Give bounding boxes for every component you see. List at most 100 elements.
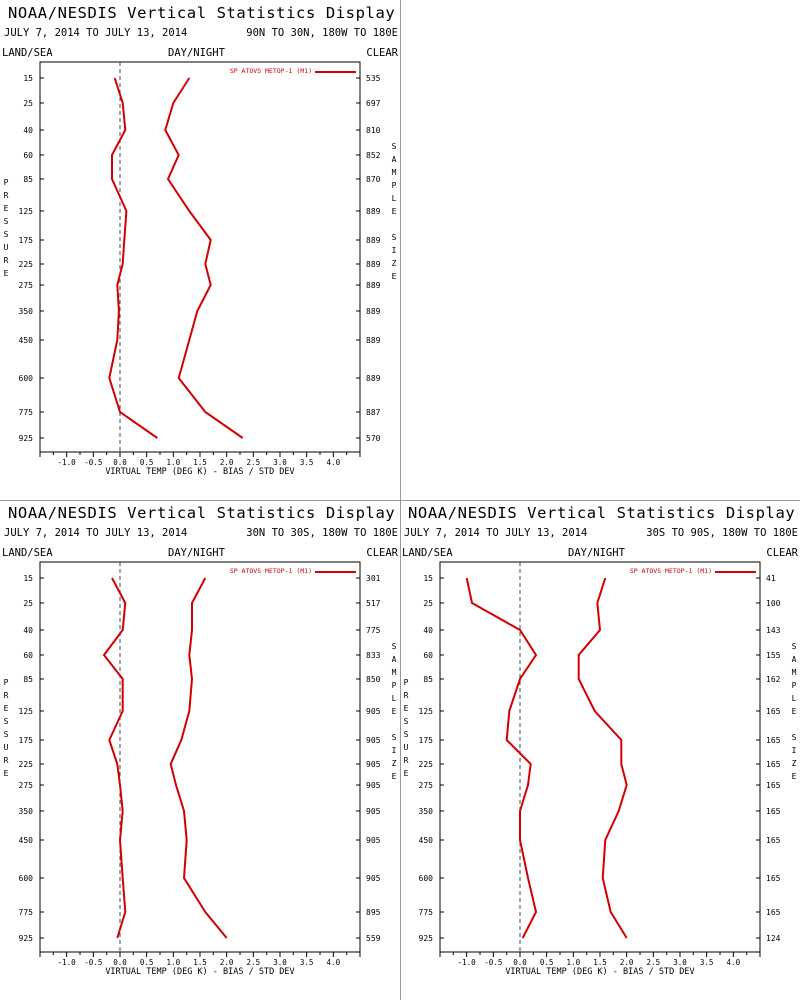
x-axis-label: VIRTUAL TEMP (DEG K) - BIAS / STD DEV — [105, 967, 294, 977]
x-tick-label: 0.5 — [140, 958, 154, 967]
sample-size-letter: E — [791, 707, 797, 716]
pressure-letter: P — [403, 678, 409, 687]
bias-line — [102, 577, 127, 939]
pressure-tick-label: 275 — [19, 281, 34, 290]
sample-size-label: 889 — [366, 207, 381, 216]
sample-size-letter: A — [391, 155, 397, 164]
pressure-tick-label: 60 — [423, 651, 433, 660]
sample-size-label: 697 — [366, 99, 381, 108]
sample-size-label: 905 — [366, 807, 381, 816]
chart-svg: -1.0 -0.5 0.0 0.5 1.0 1.5 2.0 2.5 3.0 3.5 4.0 VIRTU… — [419, 561, 781, 977]
x-tick-label: -0.5 — [84, 958, 102, 967]
sample-size-letter: A — [391, 655, 397, 664]
sample-size-label: 889 — [366, 260, 381, 269]
sample-size-label: 889 — [366, 281, 381, 290]
x-tick-label: 1.5 — [193, 458, 207, 467]
sample-size-letter: E — [391, 707, 397, 716]
sample-size-label: 833 — [366, 651, 381, 660]
sample-size-letter: S — [791, 642, 797, 651]
sample-size-label: 905 — [366, 736, 381, 745]
stats-panel-30n-30s: NOAA/NESDIS Vertical Statistics Display … — [0, 500, 400, 1000]
sample-size-label: 301 — [366, 574, 381, 583]
pressure-letter: S — [403, 730, 409, 739]
x-tick-label: 1.5 — [193, 958, 207, 967]
pressure-tick-label: 350 — [419, 807, 434, 816]
x-tick-label: 3.0 — [273, 958, 287, 967]
sample-size-label: 559 — [366, 934, 381, 943]
pressure-letter: P — [3, 178, 9, 187]
sample-size-letter: E — [391, 772, 397, 781]
sample-size-label: 870 — [366, 175, 381, 184]
legend-label: SP ATOVS METOP-1 (M1) — [230, 567, 312, 575]
x-tick-label: -0.5 — [84, 458, 102, 467]
pressure-letter: E — [403, 769, 409, 778]
pressure-letter: S — [403, 717, 409, 726]
pressure-tick-label: 60 — [23, 651, 33, 660]
x-tick-label: 3.5 — [300, 458, 314, 467]
x-tick-label: 2.0 — [220, 958, 234, 967]
land-sea-label: LAND/SEA — [402, 547, 453, 559]
sample-size-letter: S — [791, 733, 797, 742]
sample-size-label: 810 — [366, 126, 381, 135]
day-night-label: DAY/NIGHT — [168, 547, 225, 559]
x-tick-label: 0.0 — [113, 958, 127, 967]
sample-size-label: 165 — [766, 781, 781, 790]
x-tick-label: 0.0 — [113, 458, 127, 467]
sample-size-letter: S — [391, 642, 397, 651]
pressure-tick-label: 600 — [19, 374, 34, 383]
sample-size-label: 143 — [766, 626, 781, 635]
x-tick-label: -1.0 — [58, 458, 77, 467]
sample-size-letter: E — [391, 272, 397, 281]
x-tick-label: 4.0 — [327, 458, 341, 467]
sample-size-label: 155 — [766, 651, 781, 660]
pressure-tick-label: 225 — [19, 260, 34, 269]
sample-size-label: 889 — [366, 307, 381, 316]
pressure-tick-label: 15 — [23, 574, 33, 583]
sample-size-letter: P — [391, 181, 397, 190]
sample-size-letter: E — [391, 207, 397, 216]
sample-size-letter: S — [391, 233, 397, 242]
sample-size-letter: M — [391, 168, 397, 177]
pressure-letter: R — [403, 756, 409, 765]
sample-size-label: 165 — [766, 707, 781, 716]
pressure-tick-label: 125 — [19, 207, 34, 216]
x-tick-label: 2.5 — [247, 958, 261, 967]
sample-size-letter: Z — [791, 759, 797, 768]
x-tick-label: 2.5 — [247, 458, 261, 467]
plot-frame — [39, 561, 361, 953]
pressure-letter: R — [3, 691, 9, 700]
pressure-tick-label: 225 — [419, 760, 434, 769]
sample-size-label: 165 — [766, 874, 781, 883]
x-tick-label: 3.0 — [273, 458, 287, 467]
sample-size-letter: Z — [391, 259, 397, 268]
sample-size-label: 100 — [766, 599, 781, 608]
pressure-letter: R — [403, 691, 409, 700]
pressure-tick-label: 600 — [419, 874, 434, 883]
pressure-tick-label: 60 — [23, 151, 33, 160]
sample-size-label: 905 — [366, 781, 381, 790]
chart-svg: -1.0 -0.5 0.0 0.5 1.0 1.5 2.0 2.5 3.0 3.5 4.0 VIRTU… — [19, 561, 381, 977]
std-dev-line — [164, 77, 244, 439]
pressure-tick-label: 450 — [19, 336, 34, 345]
sample-size-letter: M — [391, 668, 397, 677]
pressure-tick-label: 275 — [19, 781, 34, 790]
pressure-letter: R — [3, 256, 9, 265]
pressure-letter: E — [3, 704, 9, 713]
sample-size-label: 905 — [366, 836, 381, 845]
sample-size-letter: A — [791, 655, 797, 664]
x-tick-label: -0.5 — [484, 958, 502, 967]
pressure-tick-label: 775 — [19, 908, 34, 917]
x-tick-label: 0.0 — [513, 958, 527, 967]
clear-label: CLEAR — [366, 547, 398, 559]
pressure-letter: S — [3, 730, 9, 739]
legend-label: SP ATOVS METOP-1 (M1) — [630, 567, 712, 575]
pressure-letter: S — [3, 230, 9, 239]
pressure-tick-label: 775 — [19, 408, 34, 417]
stats-panel-90n-30n: NOAA/NESDIS Vertical Statistics Display … — [0, 0, 400, 500]
sample-size-label: 889 — [366, 374, 381, 383]
region-label: 90N TO 30N, 180W TO 180E — [246, 27, 398, 39]
region-label: 30S TO 90S, 180W TO 180E — [646, 527, 798, 539]
